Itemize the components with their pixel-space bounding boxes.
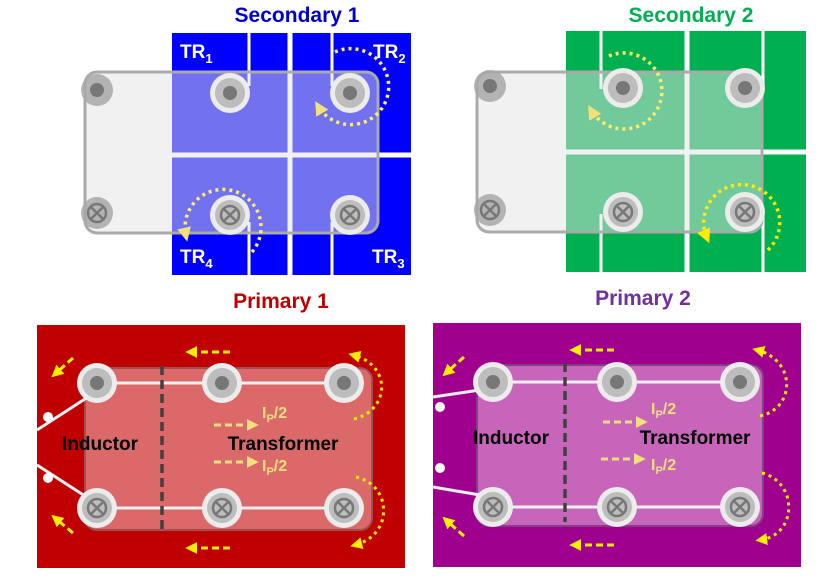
via-cross-icon — [725, 192, 765, 232]
via-cross-icon — [720, 487, 760, 527]
via-cross-icon — [77, 488, 117, 528]
via-cross-icon — [81, 197, 113, 229]
transformer-label: Transformer — [640, 428, 751, 449]
via-dot-icon — [210, 73, 250, 113]
current-label-top: IP/2 — [262, 405, 287, 425]
terminal-dot — [43, 412, 53, 422]
primary-1-title: Primary 1 — [233, 290, 329, 313]
current-arrow-tr2 — [315, 46, 391, 127]
primary-1-panel: Primary 1 Inductor Transformer IP/2 IP/2 — [36, 290, 405, 568]
via-cross-icon — [473, 487, 513, 527]
secondary-2-title: Secondary 2 — [629, 4, 754, 27]
terminal-dot — [435, 463, 445, 473]
via-dot-icon — [473, 362, 513, 402]
via-cross-icon — [202, 488, 242, 528]
via-cross-icon — [474, 194, 506, 226]
via-dot-icon — [324, 363, 364, 403]
via-dot-icon — [202, 363, 242, 403]
inductor-label: Inductor — [62, 434, 139, 455]
via-cross-icon — [603, 192, 643, 232]
via-cross-icon — [330, 195, 370, 235]
tr3-label: TR3 — [372, 247, 405, 271]
current-arrow-s2-top — [588, 51, 664, 131]
via-cross-icon — [597, 487, 637, 527]
secondary-1-panel: Secondary 1 TR1 TR2 TR4 TR3 — [81, 4, 411, 275]
current-label-top: IP/2 — [651, 401, 676, 421]
via-dot-icon — [597, 362, 637, 402]
primary-2-panel: Primary 2 Inductor Transformer IP/2 IP/2 — [432, 287, 801, 567]
primary-2-title: Primary 2 — [595, 287, 691, 310]
tr1-label: TR1 — [180, 42, 213, 66]
current-arrow-tr4 — [177, 187, 263, 254]
via-dot-icon — [720, 362, 760, 402]
primary-1-current-arrows — [51, 346, 386, 554]
terminal-dot — [435, 402, 445, 412]
terminal-dot — [43, 473, 53, 483]
primary-2-current-arrows — [442, 344, 791, 551]
current-arrow-s2-bottom — [697, 182, 782, 252]
via-dot-icon — [603, 68, 643, 108]
current-label-bottom: IP/2 — [651, 457, 676, 477]
via-cross-icon — [210, 195, 250, 235]
inductor-label: Inductor — [473, 428, 550, 449]
current-label-bottom: IP/2 — [262, 458, 287, 478]
via-dot-icon — [77, 363, 117, 403]
via-dot-icon — [474, 70, 506, 102]
tr4-label: TR4 — [180, 247, 213, 271]
transformer-label: Transformer — [228, 434, 339, 455]
secondary-1-title: Secondary 1 — [235, 4, 360, 27]
via-dot-icon — [81, 74, 113, 106]
via-dot-icon — [725, 68, 765, 108]
tr2-label: TR2 — [373, 42, 406, 66]
secondary-2-panel: Secondary 2 — [474, 4, 806, 272]
via-cross-icon — [324, 488, 364, 528]
via-dot-icon — [330, 73, 370, 113]
